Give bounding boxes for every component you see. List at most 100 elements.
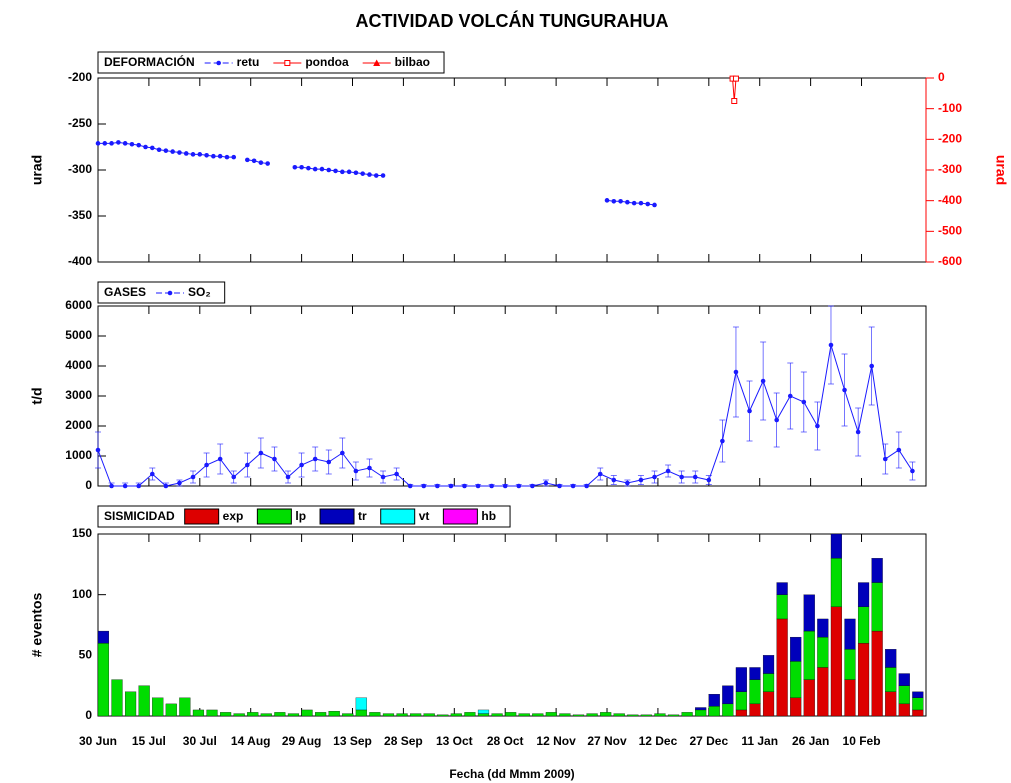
y-tick-label: 150	[72, 526, 92, 540]
legend-swatch	[256, 508, 292, 525]
data-point	[706, 477, 712, 483]
legend-title: GASES	[104, 285, 146, 299]
bar-segment	[898, 685, 910, 705]
data-point	[285, 474, 291, 480]
data-point	[557, 483, 562, 489]
data-point	[896, 447, 902, 453]
data-point	[747, 408, 752, 414]
data-point	[597, 471, 603, 477]
data-point	[489, 483, 494, 489]
data-point	[842, 387, 847, 393]
data-point	[774, 417, 779, 423]
bar-segment	[97, 643, 110, 717]
bar-segment	[97, 630, 110, 644]
data-point	[95, 447, 101, 453]
x-tick-label: 30 Jul	[183, 734, 217, 748]
data-point	[217, 456, 223, 462]
bar-segment	[233, 713, 245, 717]
bar-segment	[790, 661, 802, 698]
data-point	[462, 483, 467, 489]
x-tick-label: 28 Sep	[384, 734, 423, 748]
bar-segment	[572, 714, 585, 717]
bar-segment	[844, 679, 856, 717]
legend-label: pondoa	[305, 55, 349, 69]
data-point	[149, 471, 155, 477]
data-point	[638, 477, 644, 483]
data-point	[217, 153, 223, 159]
data-point	[265, 161, 270, 166]
bar-segment	[586, 713, 598, 717]
bar-segment	[505, 712, 517, 717]
legend-swatch	[380, 508, 416, 525]
bar-segment	[790, 636, 802, 662]
legend-marker	[284, 60, 291, 66]
y-tick-label: 0	[85, 708, 92, 722]
bar-segment	[559, 713, 571, 717]
data-point	[373, 173, 379, 178]
data-point	[448, 483, 454, 489]
data-point	[224, 154, 230, 160]
data-point	[211, 153, 216, 159]
plot-frame	[97, 77, 927, 263]
data-point	[367, 172, 372, 177]
bar-segment	[423, 713, 435, 717]
y2-tick-label: -600	[938, 254, 962, 268]
data-point	[584, 483, 589, 489]
data-point	[292, 164, 298, 170]
bar-segment	[708, 694, 720, 707]
bar-segment	[681, 712, 693, 717]
data-point	[530, 483, 535, 489]
data-point	[122, 141, 128, 146]
data-point	[231, 154, 237, 160]
bar-segment	[776, 618, 788, 717]
bar-segment	[545, 712, 557, 717]
bar-segment	[885, 649, 897, 668]
bar-segment	[355, 697, 367, 711]
data-point	[869, 363, 875, 369]
x-tick-label: 12 Dec	[639, 734, 678, 748]
bar-segment	[627, 714, 639, 717]
data-point	[340, 450, 345, 456]
data-point	[380, 173, 386, 178]
data-point	[109, 483, 114, 489]
bar-segment	[762, 655, 775, 674]
data-point	[190, 474, 196, 480]
bar-segment	[735, 709, 747, 717]
bar-segment	[912, 697, 924, 711]
bar-segment	[667, 714, 680, 717]
data-point	[156, 147, 162, 153]
bar-segment	[722, 685, 734, 705]
y-tick-label: 1000	[65, 448, 92, 462]
data-point	[732, 75, 739, 82]
data-point	[163, 148, 169, 153]
data-point	[604, 198, 610, 203]
bar-segment	[857, 582, 870, 607]
bar-segment	[450, 713, 462, 717]
legend-label: retu	[237, 55, 260, 69]
data-point	[333, 168, 338, 174]
data-point	[183, 151, 189, 156]
legend-label: vt	[419, 509, 430, 523]
x-tick-label: 13 Oct	[436, 734, 473, 748]
bar-segment	[844, 649, 856, 680]
bar-segment	[844, 618, 856, 650]
data-point	[618, 198, 623, 204]
bar-segment	[776, 582, 788, 595]
data-point	[204, 152, 209, 158]
data-point	[570, 483, 576, 489]
y2-tick-label: -200	[938, 132, 962, 146]
x-tick-label: 30 Jun	[79, 734, 117, 748]
bar-segment	[749, 703, 761, 717]
data-point	[170, 149, 175, 154]
data-point	[116, 140, 121, 145]
y-axis-label: urad	[29, 155, 45, 185]
data-point	[638, 200, 644, 206]
bar-segment	[437, 714, 449, 717]
legend-label: SO₂	[188, 285, 211, 299]
data-point	[340, 169, 345, 175]
bar-segment	[776, 594, 788, 620]
data-point	[95, 141, 101, 146]
bar-segment	[355, 709, 367, 717]
